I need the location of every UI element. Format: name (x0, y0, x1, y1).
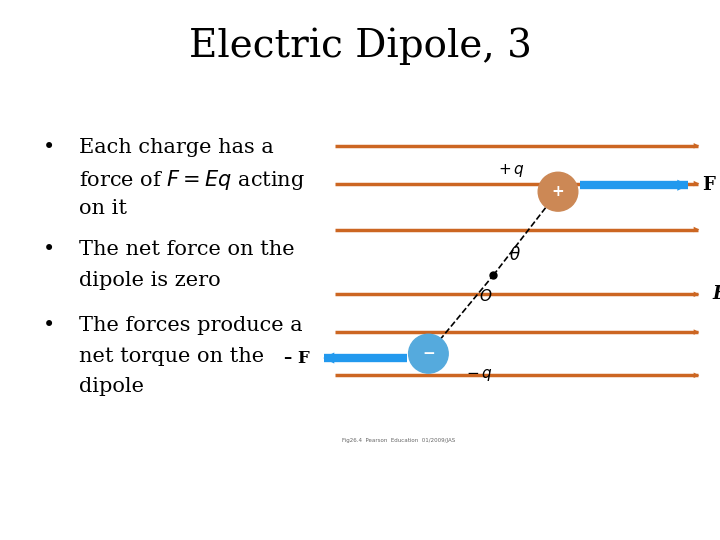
Text: •: • (43, 316, 55, 335)
Text: $- \, q$: $- \, q$ (466, 367, 492, 383)
Text: $+ \, q$: $+ \, q$ (498, 161, 524, 179)
Ellipse shape (409, 334, 448, 373)
Text: The forces produce a: The forces produce a (79, 316, 303, 335)
Text: force of $F = Eq$ acting: force of $F = Eq$ acting (79, 168, 305, 192)
Text: $\theta$: $\theta$ (509, 246, 521, 264)
Text: Electric Dipole, 3: Electric Dipole, 3 (189, 27, 531, 65)
Text: Each charge has a: Each charge has a (79, 138, 274, 157)
Text: E: E (713, 285, 720, 303)
Text: Fig26.4  Pearson  Education  01/2009/JAS: Fig26.4 Pearson Education 01/2009/JAS (342, 437, 455, 443)
Text: •: • (43, 138, 55, 157)
Text: on it: on it (79, 199, 127, 218)
Text: F: F (702, 176, 715, 194)
Text: +: + (552, 184, 564, 199)
Text: – F: – F (284, 349, 310, 367)
Text: dipole is zero: dipole is zero (79, 271, 221, 290)
Ellipse shape (539, 172, 577, 211)
Text: The net force on the: The net force on the (79, 240, 294, 259)
Text: •: • (43, 240, 55, 259)
Text: dipole: dipole (79, 377, 144, 396)
Text: −: − (422, 346, 435, 361)
Text: $O$: $O$ (480, 288, 492, 304)
Text: net torque on the: net torque on the (79, 347, 264, 366)
